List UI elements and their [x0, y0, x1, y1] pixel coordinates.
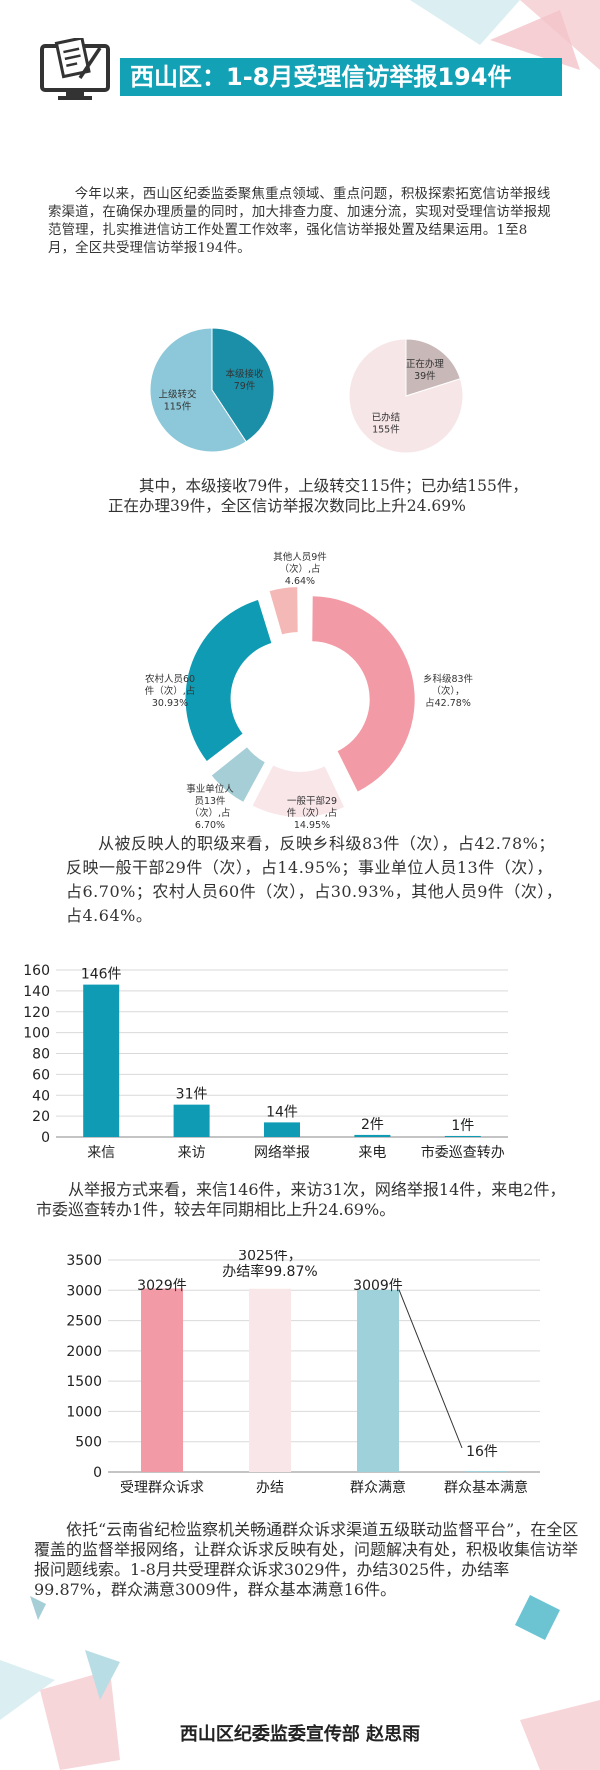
y-tick-label: 60	[32, 1067, 50, 1083]
donut-label: 乡科级83件	[423, 673, 474, 685]
bar	[83, 984, 120, 1137]
y-tick-label: 3000	[66, 1283, 102, 1299]
x-tick-label: 受理群众诉求	[120, 1480, 204, 1496]
footer-credit: 西山区纪委监委宣传部 赵思雨	[179, 1724, 421, 1745]
leader-line	[398, 1289, 463, 1449]
pie-value-label: 155件	[372, 423, 400, 435]
bar	[141, 1288, 183, 1472]
pie-slice	[348, 338, 464, 454]
y-tick-label: 20	[32, 1109, 50, 1125]
pie-label: 正在办理	[406, 358, 445, 370]
bar	[173, 1104, 210, 1137]
donut-slice	[211, 747, 265, 802]
pie-value-label: 115件	[164, 400, 192, 412]
donut-slice	[269, 587, 298, 635]
level-summary-paragraph: 从被反映人的职级来看，反映乡科级83件（次），占42.78%；反映一般干部29件…	[66, 834, 563, 925]
donut-label: 4.64%	[285, 576, 315, 587]
y-tick-label: 500	[75, 1435, 102, 1451]
x-tick-label: 市委巡查转办	[421, 1144, 505, 1161]
pie-label: 已办结	[372, 411, 401, 423]
y-tick-label: 2000	[66, 1344, 102, 1360]
y-tick-label: 100	[23, 1026, 50, 1042]
data-label: 2件	[361, 1117, 384, 1133]
y-tick-label: 0	[41, 1130, 50, 1146]
pies-summary-paragraph: 其中，本级接收79件，上级转交115件；已办结155件，正在办理39件，全区信访…	[108, 477, 528, 515]
donut-label: 事业单位人	[186, 783, 234, 795]
y-tick-label: 160	[23, 963, 50, 979]
y-tick-label: 1500	[66, 1374, 102, 1390]
bar	[249, 1288, 291, 1472]
page-title: 西山区：1-8月受理信访举报194件	[120, 58, 562, 96]
donut-slice	[312, 596, 415, 792]
method-summary-paragraph: 从举报方式来看，来信146件，来访31次，网络举报14件，来电2件，市委巡查转办…	[36, 1180, 566, 1219]
petition-summary-paragraph: 依托“云南省纪检监察机关畅通群众诉求渠道五级联动监督平台”，在全区覆盖的监督举报…	[34, 1520, 579, 1599]
donut-slice	[185, 600, 272, 762]
donut-label: （次）,占	[189, 807, 230, 819]
y-tick-label: 1000	[66, 1404, 102, 1420]
data-label: 3009件	[353, 1278, 403, 1294]
petition-bar-chart: 0500100015002000250030003500受理群众诉求3029件办…	[66, 1250, 540, 1496]
x-tick-label: 群众满意	[350, 1479, 406, 1496]
x-tick-label: 来电	[358, 1145, 386, 1161]
y-tick-label: 80	[32, 1047, 50, 1063]
data-label: 31件	[176, 1087, 208, 1103]
donut-label: 件（次）,占	[145, 685, 196, 697]
computer-document-icon	[40, 38, 110, 100]
donut-slice	[252, 765, 344, 817]
bar	[465, 1471, 507, 1472]
donut-label: 6.70%	[195, 820, 225, 831]
pie-slice	[405, 338, 461, 397]
y-tick-label: 2500	[66, 1314, 102, 1330]
data-label: 3029件	[137, 1278, 187, 1294]
x-tick-label: 网络举报	[254, 1145, 310, 1161]
donut-label: 员13件	[194, 795, 226, 807]
data-label: 146件	[81, 967, 122, 983]
x-tick-label: 群众基本满意	[444, 1479, 528, 1496]
y-tick-label: 40	[32, 1088, 50, 1104]
bar	[357, 1289, 399, 1472]
donut-label: （次），	[431, 685, 464, 697]
donut-label: 14.95%	[294, 820, 330, 831]
x-tick-label: 来访	[178, 1145, 206, 1161]
pie-value-label: 79件	[234, 380, 256, 392]
intro-paragraph: 今年以来，西山区纪委监委聚焦重点领域、重点问题，积极探索拓宽信访举报线索渠道，在…	[48, 187, 551, 256]
x-tick-label: 办结	[256, 1480, 284, 1496]
donut-label: 件（次）,占	[287, 807, 338, 819]
level-donut-chart: 乡科级83件（次），占42.78%一般干部29件（次）,占14.95%事业单位人…	[145, 551, 474, 831]
pie-label: 上级转交	[159, 388, 198, 400]
y-tick-label: 0	[93, 1465, 102, 1481]
data-label: 14件	[266, 1104, 298, 1120]
y-tick-label: 3500	[66, 1253, 102, 1269]
data-label: 16件	[466, 1444, 498, 1460]
y-tick-label: 120	[23, 1005, 50, 1021]
pie-label: 本级接收	[226, 368, 265, 380]
bar	[264, 1122, 300, 1137]
donut-label: 农村人员60	[145, 673, 195, 685]
y-tick-label: 140	[23, 984, 50, 1000]
donut-label: （次）,占	[279, 563, 320, 575]
x-tick-label: 来信	[87, 1145, 115, 1161]
donut-label: 30.93%	[152, 698, 188, 709]
data-label: 办结率99.87%	[222, 1263, 317, 1280]
bar	[444, 1135, 481, 1137]
pie-value-label: 39件	[414, 370, 436, 382]
pie-slice	[149, 327, 247, 453]
donut-label: 一般干部29	[287, 795, 337, 807]
data-label: 3025件，	[238, 1250, 302, 1264]
data-label: 1件	[451, 1118, 474, 1134]
donut-label: 其他人员9件	[273, 551, 327, 563]
bar	[354, 1134, 391, 1137]
donut-label: 占42.78%	[425, 697, 471, 709]
